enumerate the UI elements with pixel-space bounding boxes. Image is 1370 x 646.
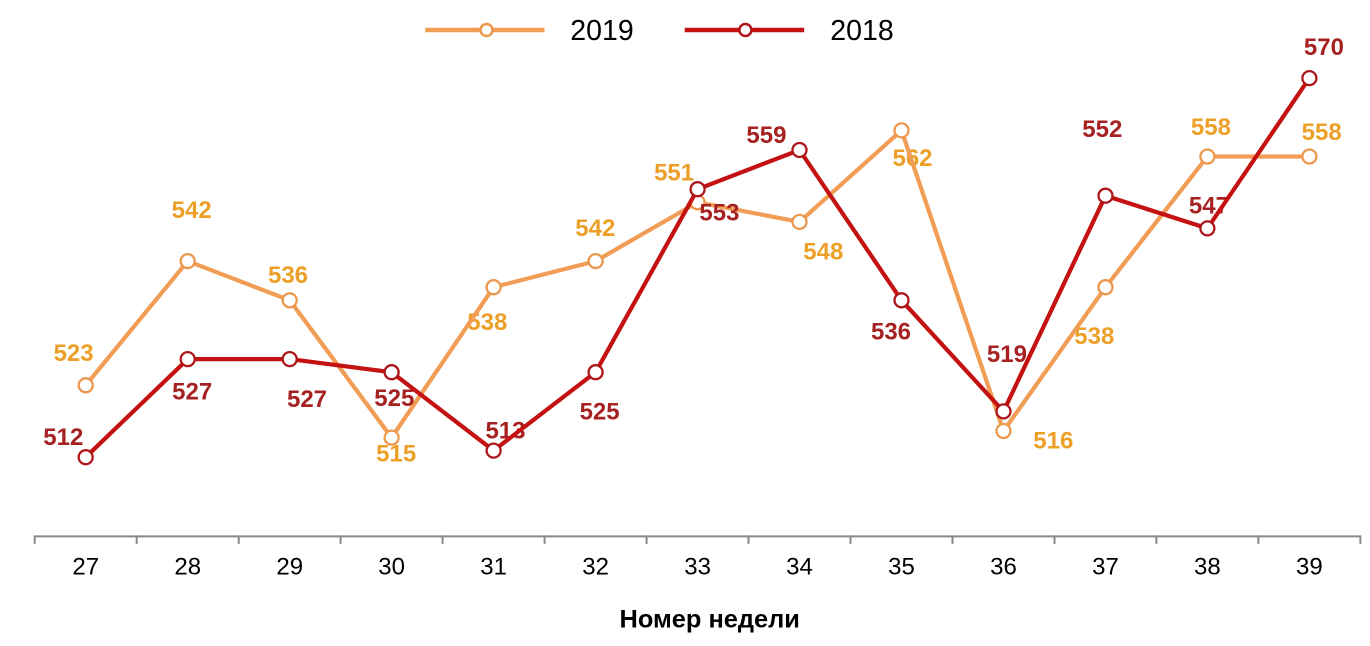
- svg-text:519: 519: [987, 341, 1027, 368]
- svg-text:552: 552: [1082, 116, 1122, 143]
- svg-text:548: 548: [803, 238, 843, 265]
- svg-text:527: 527: [172, 379, 212, 406]
- svg-text:536: 536: [268, 262, 308, 289]
- svg-text:525: 525: [374, 385, 414, 412]
- svg-text:536: 536: [871, 319, 911, 346]
- svg-text:38: 38: [1194, 554, 1221, 581]
- svg-text:558: 558: [1191, 114, 1231, 141]
- svg-text:570: 570: [1304, 34, 1344, 61]
- svg-text:Номер недели: Номер недели: [619, 606, 799, 634]
- svg-text:2019: 2019: [570, 15, 633, 47]
- svg-text:523: 523: [54, 340, 94, 367]
- svg-text:538: 538: [467, 309, 507, 336]
- svg-text:32: 32: [582, 554, 609, 581]
- svg-text:553: 553: [699, 199, 739, 226]
- svg-text:527: 527: [287, 386, 327, 413]
- svg-text:27: 27: [72, 554, 99, 581]
- svg-text:551: 551: [654, 160, 694, 187]
- svg-text:36: 36: [990, 554, 1017, 581]
- svg-text:542: 542: [172, 197, 212, 224]
- svg-text:39: 39: [1296, 554, 1323, 581]
- svg-text:37: 37: [1092, 554, 1119, 581]
- svg-text:558: 558: [1302, 119, 1342, 146]
- svg-text:559: 559: [746, 122, 786, 149]
- svg-text:31: 31: [480, 554, 507, 581]
- svg-text:34: 34: [786, 554, 813, 581]
- svg-text:542: 542: [575, 215, 615, 242]
- svg-text:35: 35: [888, 554, 915, 581]
- svg-text:33: 33: [684, 554, 711, 581]
- svg-text:515: 515: [376, 441, 416, 468]
- svg-text:29: 29: [276, 554, 303, 581]
- svg-text:525: 525: [580, 398, 620, 425]
- svg-text:30: 30: [378, 554, 405, 581]
- svg-text:28: 28: [174, 554, 201, 581]
- svg-text:512: 512: [43, 424, 83, 451]
- svg-text:2018: 2018: [830, 15, 893, 47]
- svg-text:516: 516: [1033, 428, 1073, 455]
- svg-text:538: 538: [1074, 323, 1114, 350]
